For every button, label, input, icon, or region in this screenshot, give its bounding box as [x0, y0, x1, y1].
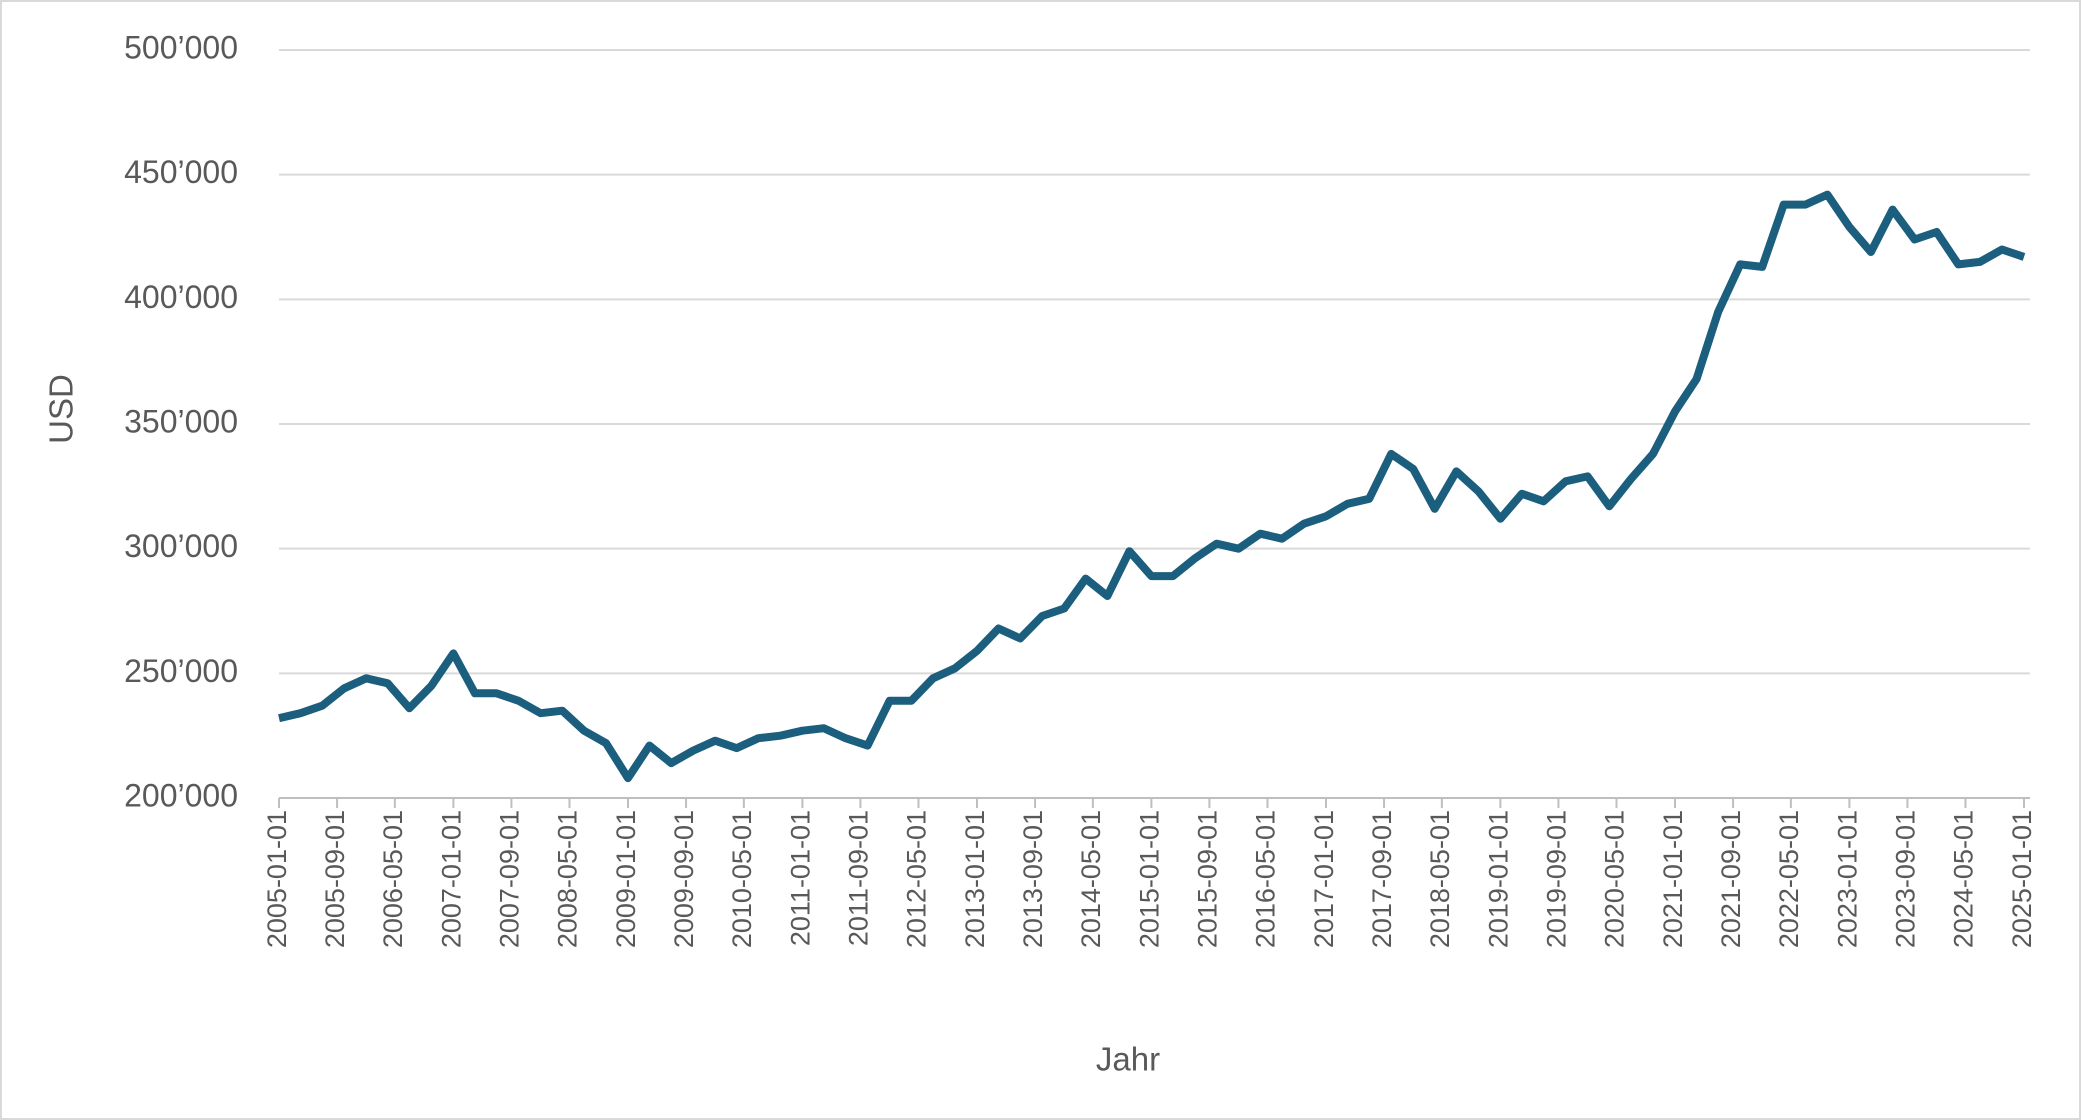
x-axis-title: Jahr — [1096, 1041, 1160, 1078]
x-tick-label: 2009-01-01 — [611, 810, 641, 948]
y-tick-label: 200’000 — [124, 777, 238, 813]
x-tick-label: 2015-01-01 — [1135, 810, 1165, 948]
y-tick-label: 300’000 — [124, 528, 238, 564]
x-tick-label: 2013-01-01 — [960, 810, 990, 948]
x-tick-label: 2018-05-01 — [1425, 810, 1455, 948]
x-tick-label: 2007-01-01 — [437, 810, 467, 948]
line-series — [278, 190, 2026, 783]
x-tick-label: 2012-05-01 — [902, 810, 932, 948]
x-tick-label: 2017-09-01 — [1367, 810, 1397, 948]
x-tick-label: 2024-05-01 — [1949, 810, 1979, 948]
x-tick-label: 2007-09-01 — [495, 810, 525, 948]
x-tick-label: 2014-05-01 — [1076, 810, 1106, 948]
y-tick-label: 250’000 — [124, 653, 238, 689]
x-tick-label: 2005-09-01 — [320, 810, 350, 948]
x-tick-label: 2011-01-01 — [786, 810, 816, 946]
x-tick-label: 2009-09-01 — [669, 810, 699, 948]
x-tick-label: 2013-09-01 — [1018, 810, 1048, 948]
y-tick-label: 500’000 — [124, 29, 238, 65]
x-tick-label: 2015-09-01 — [1193, 810, 1223, 948]
x-tick-label: 2019-09-01 — [1542, 810, 1572, 948]
y-tick-label: 400’000 — [124, 279, 238, 315]
x-tick-label: 2021-01-01 — [1658, 810, 1688, 948]
x-tick-label: 2006-05-01 — [378, 810, 408, 948]
x-tick-label: 2023-01-01 — [1833, 810, 1863, 948]
x-tick-label: 2010-05-01 — [727, 810, 757, 948]
x-tick-label: 2023-09-01 — [1891, 810, 1921, 948]
x-tick-label: 2025-01-01 — [2007, 810, 2037, 948]
x-tick-label: 2016-05-01 — [1251, 810, 1281, 948]
x-tick-label: 2008-05-01 — [553, 810, 583, 948]
y-tick-label: 450’000 — [124, 154, 238, 190]
y-tick-label: 350’000 — [124, 403, 238, 439]
x-tick-label: 2022-05-01 — [1774, 810, 1804, 948]
x-tick-label: 2011-09-01 — [844, 810, 874, 946]
x-tick-label: 2020-05-01 — [1600, 810, 1630, 948]
y-axis-title: USD — [43, 374, 80, 444]
x-tick-label: 2021-09-01 — [1716, 810, 1746, 948]
x-tick-label: 2005-01-01 — [262, 810, 292, 948]
x-tick-label: 2017-01-01 — [1309, 810, 1339, 948]
x-tick-label: 2019-01-01 — [1484, 810, 1514, 948]
